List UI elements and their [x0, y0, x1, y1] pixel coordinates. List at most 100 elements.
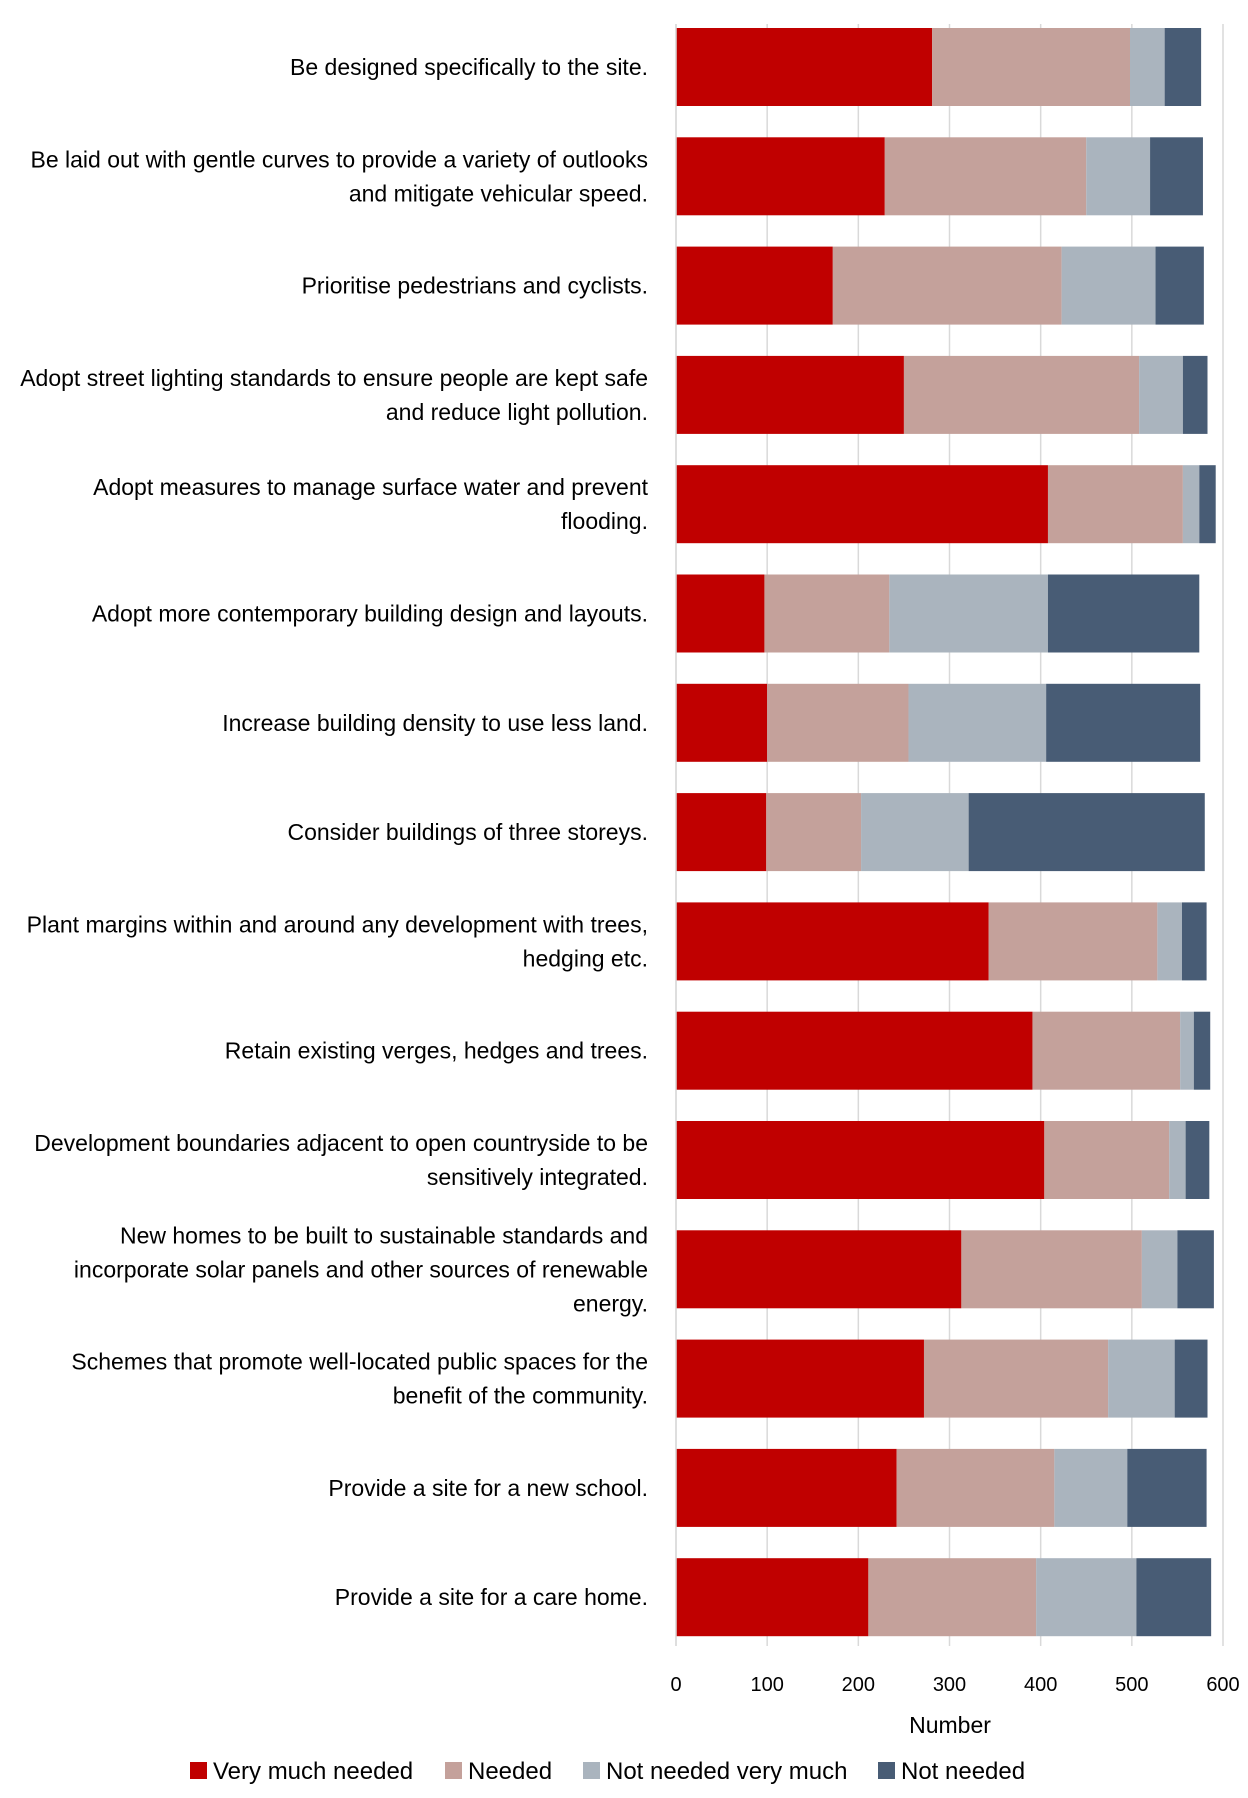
- bar-segment: [903, 355, 1140, 434]
- category-label: Provide a site for a new school.: [328, 1475, 648, 1501]
- bars: [676, 28, 1216, 1637]
- bar-segment: [1130, 28, 1165, 106]
- legend-label: Not needed: [901, 1758, 1025, 1785]
- bar-segment: [1032, 1011, 1181, 1090]
- x-tick-label: 300: [933, 1674, 966, 1696]
- bar-segment: [676, 574, 765, 653]
- x-tick-label: 400: [1024, 1674, 1057, 1696]
- legend-label: Not needed very much: [606, 1758, 847, 1785]
- x-tick-label: 600: [1206, 1674, 1239, 1696]
- bar-segment: [1044, 1121, 1170, 1199]
- legend-label: Needed: [468, 1758, 552, 1785]
- bar-segment: [1061, 246, 1156, 325]
- bar-segment: [676, 1011, 1033, 1090]
- bar-segment: [766, 793, 862, 872]
- category-label: Provide a site for a care home.: [335, 1584, 648, 1610]
- bar-segment: [1193, 1011, 1211, 1090]
- category-label: hedging etc.: [523, 945, 648, 971]
- bar-segment: [908, 683, 1047, 762]
- bar-segment: [988, 902, 1158, 981]
- category-label: Be designed specifically to the site.: [290, 54, 648, 80]
- bar-segment: [884, 137, 1087, 216]
- bar-segment: [1164, 28, 1202, 106]
- x-tick-label: 0: [670, 1674, 681, 1696]
- category-label: New homes to be built to sustainable sta…: [120, 1222, 648, 1248]
- category-label: Retain existing verges, hedges and trees…: [225, 1038, 648, 1064]
- bar-segment: [676, 793, 767, 872]
- category-label: Adopt more contemporary building design …: [92, 601, 648, 627]
- bar-segment: [923, 1339, 1109, 1418]
- bar-segment: [1150, 137, 1203, 216]
- category-label: Adopt street lighting standards to ensur…: [20, 365, 648, 391]
- bar-segment: [1180, 1011, 1194, 1090]
- legend-label: Very much needed: [213, 1758, 413, 1785]
- x-tick-label: 500: [1115, 1674, 1148, 1696]
- x-axis-title: Number: [909, 1712, 991, 1738]
- bar-segment: [1046, 683, 1201, 762]
- bar-segment: [1155, 246, 1204, 325]
- bar-segment: [1177, 1230, 1214, 1309]
- bar-segment: [932, 28, 1131, 106]
- bar-segment: [1127, 1448, 1207, 1527]
- bar-segment: [676, 902, 989, 981]
- bar-segment: [767, 683, 909, 762]
- bar-segment: [1199, 465, 1216, 544]
- category-label: energy.: [573, 1290, 648, 1316]
- bar-segment: [676, 355, 904, 434]
- bar-segment: [676, 683, 768, 762]
- bar-segment: [1185, 1121, 1210, 1199]
- x-tick-label: 200: [842, 1674, 875, 1696]
- legend-item: Needed: [445, 1758, 552, 1785]
- category-label: and mitigate vehicular speed.: [349, 180, 648, 206]
- category-label: sensitively integrated.: [427, 1164, 648, 1190]
- legend-swatch: [445, 1762, 462, 1779]
- bar-segment: [676, 137, 885, 216]
- legend-swatch: [583, 1762, 600, 1779]
- category-label: Adopt measures to manage surface water a…: [93, 474, 648, 500]
- bar-segment: [676, 246, 833, 325]
- bar-segment: [1086, 137, 1151, 216]
- bar-segment: [1174, 1339, 1208, 1418]
- x-axis: 0 100 200 300 400 500 600: [670, 24, 1240, 1696]
- bar-segment: [676, 1448, 897, 1527]
- bar-segment: [1141, 1230, 1178, 1309]
- category-label: incorporate solar panels and other sourc…: [74, 1256, 648, 1282]
- legend-swatch: [190, 1762, 207, 1779]
- bar-segment: [1047, 465, 1183, 544]
- x-tick-label: 100: [750, 1674, 783, 1696]
- bar-segment: [676, 1558, 869, 1637]
- bar-segment: [1054, 1448, 1128, 1527]
- bar-segment: [676, 1230, 962, 1309]
- bar-segment: [676, 28, 933, 106]
- category-label: Schemes that promote well-located public…: [71, 1349, 648, 1375]
- bar-segment: [1181, 902, 1207, 981]
- category-label: Development boundaries adjacent to open …: [34, 1130, 648, 1156]
- bar-segment: [961, 1230, 1142, 1309]
- legend-swatch: [878, 1762, 895, 1779]
- bar-segment: [676, 465, 1048, 544]
- bar-segment: [1047, 574, 1200, 653]
- bar-segment: [676, 1121, 1045, 1199]
- bar-segment: [1169, 1121, 1186, 1199]
- bar-segment: [868, 1558, 1037, 1637]
- bar-segment: [764, 574, 890, 653]
- category-label: Increase building density to use less la…: [222, 710, 648, 736]
- legend-item: Not needed very much: [583, 1758, 847, 1785]
- bar-segment: [1108, 1339, 1175, 1418]
- category-label: benefit of the community.: [393, 1383, 648, 1409]
- legend-item: Not needed: [878, 1758, 1025, 1785]
- bar-segment: [861, 793, 969, 872]
- bar-segment: [1136, 1558, 1212, 1637]
- bar-segment: [1182, 355, 1208, 434]
- category-labels: Be designed specifically to the site. Be …: [20, 54, 648, 1610]
- category-label: Consider buildings of three storeys.: [287, 819, 648, 845]
- bar-segment: [889, 574, 1048, 653]
- bar-segment: [676, 1339, 924, 1418]
- bar-segment: [896, 1448, 1055, 1527]
- category-label: Plant margins within and around any deve…: [27, 911, 648, 937]
- category-label: flooding.: [561, 508, 648, 534]
- category-label: Prioritise pedestrians and cyclists.: [302, 273, 648, 299]
- bar-segment: [1036, 1558, 1137, 1637]
- bar-segment: [832, 246, 1062, 325]
